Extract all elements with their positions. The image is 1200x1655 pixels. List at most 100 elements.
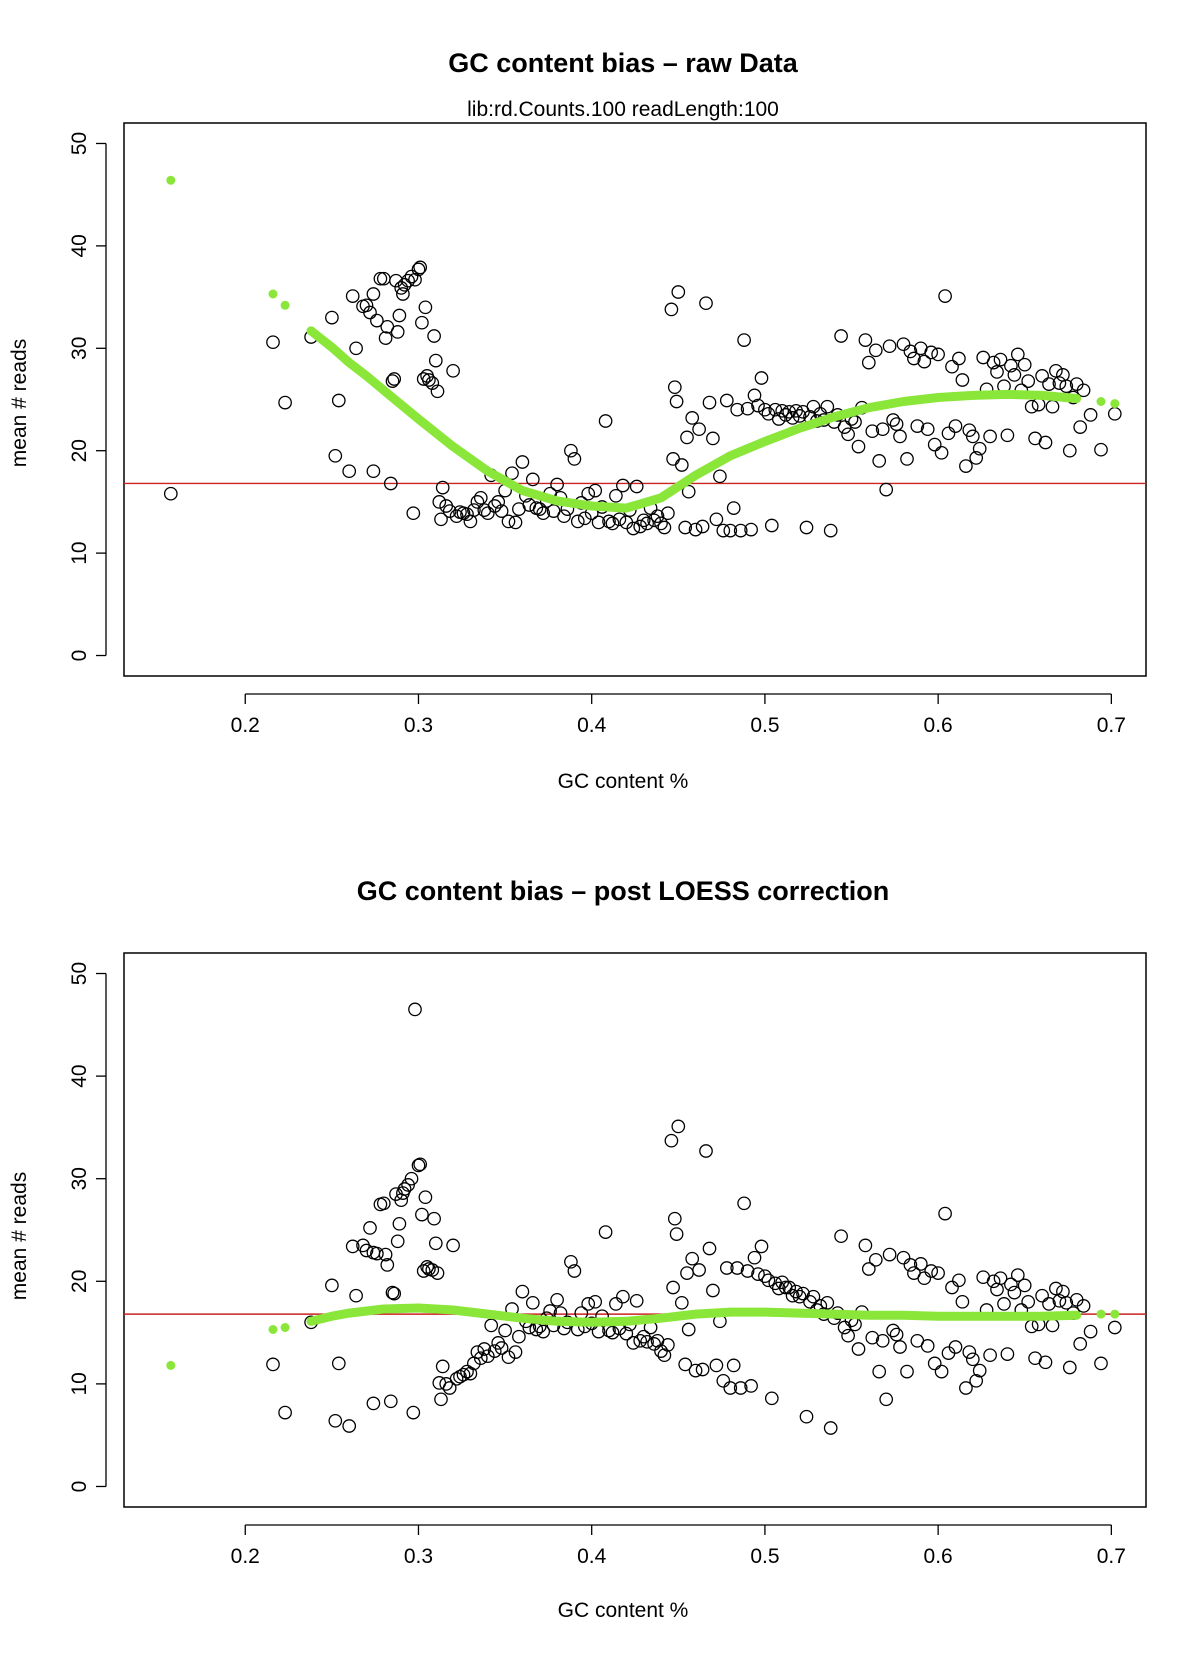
data-point [1052, 1293, 1067, 1308]
data-point [834, 1229, 848, 1244]
data-point [1042, 1297, 1056, 1311]
data-point [872, 1364, 887, 1379]
y-axis: 0 10 20 30 40 50 [68, 132, 107, 661]
data-point [823, 1421, 838, 1435]
data-point [986, 355, 1001, 370]
x-tick-label: 0.3 [404, 1545, 433, 1568]
y-tick-label: 20 [68, 439, 91, 462]
y-tick-label: 50 [68, 962, 91, 985]
data-point [408, 1002, 422, 1017]
y-tick-label: 10 [68, 541, 91, 564]
data-point [681, 484, 696, 499]
data-point [737, 333, 751, 347]
y-tick-label: 40 [68, 234, 91, 257]
data-point [764, 1391, 779, 1406]
data-point [366, 287, 381, 301]
data-point [370, 1246, 384, 1261]
data-point [754, 1239, 769, 1254]
data-point [941, 426, 956, 441]
data-point [1035, 369, 1049, 383]
x-tick-label: 0.2 [231, 714, 260, 737]
y-axis-label: mean # reads [8, 339, 31, 467]
data-point [740, 401, 755, 416]
data-point [1010, 347, 1025, 362]
data-point [1038, 1355, 1053, 1370]
fit-curve [306, 1303, 1082, 1327]
data-point [886, 413, 900, 427]
x-tick-label: 0.3 [404, 714, 433, 737]
data-point [363, 1221, 377, 1235]
data-point [508, 515, 523, 530]
data-point [983, 1348, 997, 1363]
data-point [435, 1359, 450, 1374]
data-point [751, 398, 765, 413]
data-point [719, 393, 734, 408]
data-point [1038, 435, 1053, 450]
data-point [1021, 374, 1036, 388]
data-point [394, 281, 409, 295]
fit-curve [306, 326, 1082, 513]
data-point [785, 411, 800, 425]
data-point [609, 1297, 623, 1311]
data-point [363, 305, 377, 320]
data-point [661, 1338, 675, 1352]
loess-fit [166, 175, 1120, 513]
data-point [858, 333, 873, 347]
data-point [747, 1250, 762, 1265]
data-point [938, 1206, 952, 1221]
data-point [882, 1247, 897, 1262]
x-axis: 0.2 0.3 0.4 0.5 0.6 0.7 [231, 1524, 1126, 1568]
y-tick-label: 30 [68, 337, 91, 360]
data-point [799, 1409, 814, 1424]
data-point [501, 514, 516, 529]
y-tick-label: 50 [68, 132, 91, 155]
x-tick-label: 0.6 [924, 714, 953, 737]
data-point [325, 1278, 339, 1293]
data-point [851, 1342, 866, 1356]
y-tick-label: 30 [68, 1167, 91, 1190]
data-point [792, 409, 807, 423]
data-point [702, 395, 717, 410]
data-point [699, 1144, 713, 1158]
data-point [467, 503, 481, 517]
data-point [446, 1238, 460, 1253]
data-point [733, 1381, 748, 1395]
data-point [1076, 383, 1091, 398]
data-point [598, 414, 613, 428]
data-point [667, 380, 682, 395]
data-point [688, 1363, 703, 1378]
data-point [1042, 377, 1056, 391]
data-point [861, 1262, 876, 1276]
data-point [934, 445, 949, 460]
data-point [685, 1251, 700, 1266]
y-axis-label: mean # reads [8, 1172, 31, 1300]
data-point [428, 353, 443, 368]
data-point [525, 472, 540, 487]
data-point [907, 351, 921, 366]
data-point [962, 1345, 977, 1359]
data-point [480, 506, 495, 521]
data-point [1107, 1320, 1122, 1335]
data-point [487, 499, 502, 513]
data-point [647, 1337, 661, 1351]
data-point [972, 441, 987, 456]
panel-raw-data: GC content bias – raw Data lib:rd.Counts… [8, 48, 1147, 793]
data-point [1017, 1278, 1032, 1293]
data-point [588, 483, 603, 498]
data-point [278, 1405, 292, 1420]
data-point [680, 1266, 694, 1280]
data-point [903, 1258, 918, 1272]
data-point [636, 513, 651, 528]
data-point [266, 1357, 280, 1372]
data-point [1024, 399, 1039, 414]
data-point [349, 1288, 363, 1303]
data-point [1094, 442, 1108, 457]
data-point [416, 372, 431, 386]
data-point [449, 1371, 464, 1386]
data-point [865, 1330, 880, 1345]
data-point [345, 289, 360, 303]
data-point [328, 448, 343, 463]
data-point [737, 1196, 751, 1211]
data-point [477, 1342, 492, 1356]
